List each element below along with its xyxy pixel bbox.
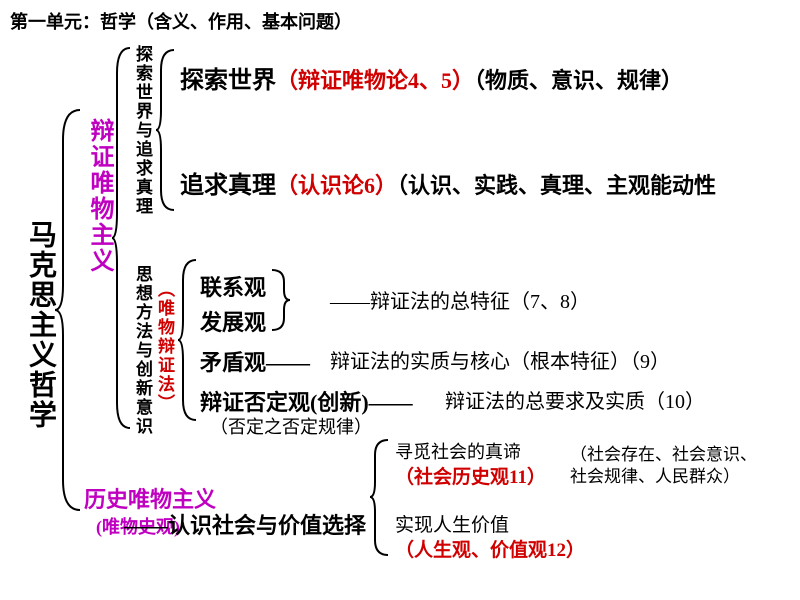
connection-view: 联系观	[200, 270, 266, 302]
explore-world-row: 探索世界（辩证唯物论4、5）（物质、意识、规律）	[180, 60, 683, 95]
pursue-truth-main: 追求真理	[180, 173, 276, 199]
root-brace	[55, 110, 85, 510]
life-value: 实现人生价值	[395, 510, 509, 537]
society-find-text: 寻觅社会的真谛	[395, 442, 521, 462]
dialectic-method-red: （唯物辩证法）	[152, 280, 177, 413]
general-feature-text: ——辩证法的总特征（7、8）	[330, 291, 590, 313]
life-value-red: （人生观、价值观12）	[395, 535, 585, 562]
explore-world-paren: （物质、意识、规律）	[474, 68, 683, 93]
general-feature: ——辩证法的总特征（7、8）	[330, 285, 590, 314]
pursue-truth-paren: （认识、实践、真理、主观能动性	[397, 173, 716, 198]
contradiction-view: 矛盾观——	[200, 345, 310, 377]
explore-brace	[156, 50, 178, 210]
society-find: 寻觅社会的真谛	[395, 438, 521, 464]
pursue-truth-row: 追求真理（认识论6）（认识、实践、真理、主观能动性	[180, 165, 716, 200]
historical-desc: ——认识社会与价值选择	[124, 508, 366, 540]
explore-truth-vert: 探索世界与追求真理	[130, 45, 155, 216]
unit-title: 第一单元：哲学（含义、作用、基本问题）	[10, 8, 352, 34]
general-requirement: 辩证法的总要求及实质（10）	[445, 385, 705, 414]
pursue-truth-red: （认识论6）	[276, 173, 397, 198]
connect-develop-brace	[272, 270, 292, 330]
explore-world-red: （辩证唯物论4、5）	[276, 68, 474, 93]
society-history-view: （社会历史观11）	[395, 462, 546, 489]
society-paren2: 社会规律、人民群众）	[570, 462, 740, 487]
explore-world-main: 探索世界	[180, 68, 276, 94]
essence-core: 辩证法的实质与核心（根本特征）（9）	[330, 345, 670, 374]
thought-brace	[178, 260, 200, 420]
root-label: 马克思主义哲学	[20, 220, 60, 430]
negation-sub: （否定之否定规律）	[210, 413, 372, 439]
development-view: 发展观	[200, 305, 266, 337]
society-brace	[370, 440, 392, 555]
